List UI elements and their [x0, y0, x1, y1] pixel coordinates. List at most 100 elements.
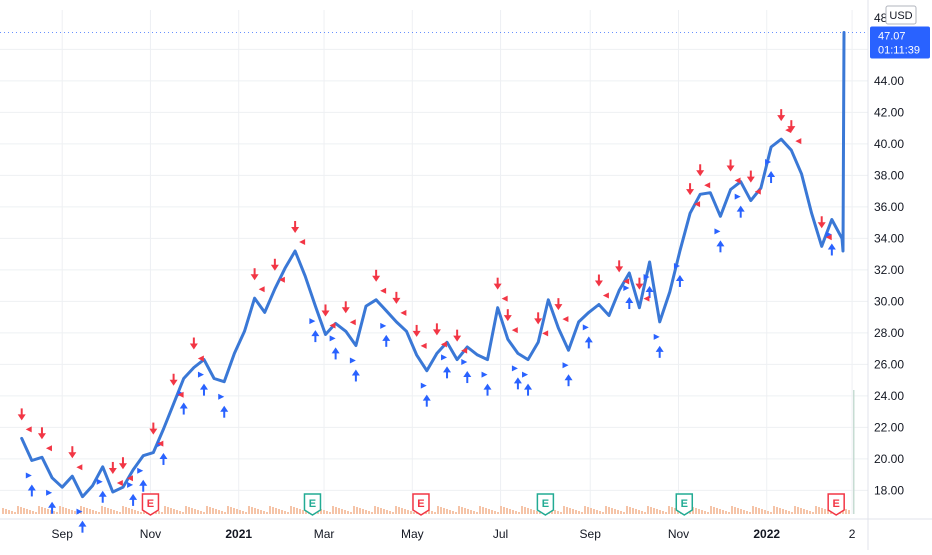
volume-bar [410, 511, 412, 514]
sell-triangle-marker [116, 479, 123, 486]
volume-bar [434, 512, 436, 514]
sell-arrow-head [686, 189, 695, 196]
earnings-label: E [309, 498, 316, 510]
volume-bar [251, 507, 253, 514]
sell-signal-arrow [493, 277, 508, 302]
currency-box [885, 5, 917, 25]
volume-bar [770, 512, 772, 514]
earnings-marker[interactable]: E [675, 493, 694, 516]
volume-bar [590, 508, 592, 514]
x-tick-label: Nov [668, 527, 689, 541]
x-tick-label: Mar [314, 527, 335, 541]
volume-bar [713, 507, 715, 514]
buy-triangle-marker [673, 262, 680, 269]
volume-bar [53, 511, 55, 514]
volume-bar [2, 508, 4, 514]
volume-bar [740, 509, 742, 514]
volume-bar [734, 507, 736, 514]
earnings-badge-shape [412, 493, 430, 516]
volume-bar [107, 508, 109, 514]
volume-bar [269, 506, 271, 514]
volume-bar [341, 509, 343, 514]
volume-bar [773, 506, 775, 514]
buy-signal-arrow [309, 318, 320, 343]
sell-signal-arrow [412, 324, 427, 349]
volume-bar [113, 510, 115, 514]
x-tick-label: 2 [849, 527, 856, 541]
volume-bar [494, 511, 496, 514]
x-tick-label: 2021 [225, 527, 252, 541]
volume-bar [755, 507, 757, 514]
volume-bar [287, 512, 289, 514]
volume-bar [389, 511, 391, 514]
volume-bar [233, 508, 235, 514]
volume-bar [659, 510, 661, 514]
volume-bar [587, 507, 589, 514]
volume-bar [44, 508, 46, 514]
price-line [20, 31, 846, 499]
volume-bar [782, 509, 784, 514]
volume-bar [122, 506, 124, 514]
volume-bar [290, 506, 292, 514]
sell-signal-arrow [372, 269, 387, 294]
volume-bar [266, 512, 268, 514]
sell-arrow-head [17, 414, 26, 421]
sell-signal-arrow [726, 159, 741, 184]
volume-bar [383, 509, 385, 514]
sell-signal-arrow [686, 183, 701, 208]
sell-triangle-marker [258, 286, 265, 293]
volume-bar [359, 508, 361, 514]
y-tick-label: 20.00 [874, 452, 904, 466]
buy-signal-arrow [420, 382, 431, 407]
y-tick-label-top: 48 [874, 11, 888, 25]
earnings-marker[interactable]: E [412, 493, 430, 516]
sell-arrow-head [432, 329, 441, 336]
volume-bar [629, 507, 631, 514]
y-tick-label: 36.00 [874, 200, 904, 214]
sell-triangle-marker [126, 475, 133, 482]
sell-triangle-marker [461, 347, 468, 354]
earnings-badge-shape [675, 493, 694, 516]
buy-arrow-head [220, 405, 229, 412]
buy-arrow-head [443, 366, 452, 373]
buy-signal-arrow [329, 335, 340, 360]
buy-arrow-head [625, 297, 634, 304]
sell-arrow-head [372, 275, 381, 282]
buy-signal-arrow [643, 274, 654, 298]
sell-triangle-marker [76, 464, 83, 471]
sell-triangle-marker [825, 234, 832, 241]
buy-arrow-head [463, 371, 472, 378]
volume-bar [719, 509, 721, 514]
volume-bar [473, 511, 475, 514]
sell-triangle-marker [299, 238, 306, 245]
sell-arrow-head [118, 463, 127, 470]
volume-bar [668, 506, 670, 514]
volume-bar [173, 509, 175, 514]
sell-arrow-head [534, 318, 543, 325]
earnings-marker[interactable]: E [141, 493, 160, 516]
earnings-marker[interactable]: E [827, 493, 845, 516]
earnings-marker[interactable]: E [536, 493, 555, 516]
earnings-marker[interactable]: E [303, 493, 322, 516]
volume-bar [398, 507, 400, 514]
volume-bar [575, 510, 577, 514]
volume-bar [62, 507, 64, 514]
buy-triangle-marker [481, 371, 488, 378]
volume-bar [698, 509, 700, 514]
volume-bar [209, 507, 211, 514]
volume-bar [392, 512, 394, 514]
volume-bar [200, 511, 202, 514]
volume-bar [284, 511, 286, 514]
buy-signal-arrow [96, 478, 107, 503]
last-price-badge: 47.07 01:11:39 [870, 26, 930, 59]
volume-bar [260, 510, 262, 514]
sell-signal-arrow [746, 170, 761, 195]
volume-bar [35, 512, 37, 514]
volume-bar [347, 511, 349, 514]
x-tick-label: Nov [140, 527, 161, 541]
sell-signal-arrow [17, 408, 32, 433]
sell-signal-arrow [594, 274, 609, 299]
